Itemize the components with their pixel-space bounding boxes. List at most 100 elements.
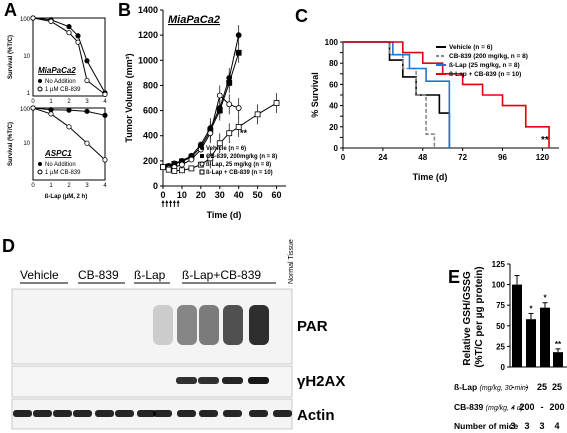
y-axis-title: Tumor Volume (mm³) [124,53,134,142]
data-point [188,156,195,163]
lane-label: CB-839 [78,268,119,282]
significance-annotation: * [529,304,533,313]
actin-band [223,410,242,417]
data-point [235,49,242,56]
table-cell: 3 [510,421,515,431]
data-point [84,140,90,146]
x-axis-title: Time (d) [413,172,448,182]
legend-label: Vehicle (n = 6) [449,44,493,51]
data-point [102,91,108,97]
data-point [75,33,81,39]
data-point [207,130,214,137]
x-tick-label: 20 [196,190,206,200]
treatment-arrow [161,200,165,203]
y-tick-label: 1400 [138,5,158,15]
treatment-arrow [165,200,169,203]
data-point [235,105,242,111]
actin-band [153,410,172,417]
y-tick-label: 1000 [138,55,158,65]
actin-band [53,410,72,417]
cell-line-label: ASPC1 [44,149,72,158]
y-tick-label: 100 [492,281,506,290]
legend-marker-filled [38,79,42,83]
cell-line-label: MiaPaCa2 [38,66,76,75]
y-axis-title: Relative GSH/GSSG (%T/C per µg protein) [462,266,485,367]
data-point [235,32,242,39]
table-cell: 200 [519,402,534,412]
row-label-cb839: CB-839 (mg/kg, 4 d) [454,402,523,412]
y-tick-label: 80 [329,59,338,68]
legend-label: 1 µM CB-839 [45,170,81,176]
row-label-blap: ß-Lap (mg/kg, 30 min) [454,382,528,392]
blot-label-gh2ax: γH2AX [297,373,345,390]
actin-band [73,410,92,417]
significance-annotation: ** [555,340,562,349]
legend: Vehicle (n = 6) CB-839 (200 mg/kg, n = 8… [436,44,528,78]
x-tick-label: 4 [103,183,107,189]
y-axis-title-line1: Relative GSH/GSSG [462,271,473,366]
x-tick-label: 2 [67,99,71,105]
x-tick-label: 0 [31,99,35,105]
x-axis-title: ß-Lap (µM, 2 h) [45,194,87,200]
par-band [177,305,197,345]
data-point [188,165,195,172]
y-tick-label: 75 [496,301,505,310]
row-label-mice: Number of mice [454,421,519,431]
legend-label: ß-Lap, 25 mg/kg (n = 8) [206,162,271,168]
gh2ax-band [248,377,269,384]
lane-label: Normal Tissue [288,239,295,284]
y-tick-label: 100 [20,107,31,113]
x-tick-label: 40 [234,190,244,200]
data-point [66,24,72,30]
panel-letter-a: A [4,0,17,20]
legend-label: ß-Lap (25 mg/kg, n = 8) [449,62,520,69]
actin-band [273,410,292,417]
legend-marker [200,146,204,150]
par-band [249,305,269,345]
treatment-arrow [176,200,180,203]
data-point [84,58,90,64]
table-cell: 3 [524,421,529,431]
y-tick-label: 400 [143,131,158,141]
blot-par [11,288,293,365]
y-tick-label: 10 [23,54,30,60]
x-tick-label: 2 [67,183,71,189]
actin-band [115,410,134,417]
par-band [153,305,173,345]
data-point [48,111,54,117]
x-tick-label: 0 [341,153,346,162]
legend-label: 1 µM CB-839 [45,87,81,93]
panel-a-bottom-chart: 100 10 0 1 2 3 4 Survival (%T/C) ASPC1 N… [8,105,108,200]
y-tick-label: 1200 [138,30,158,40]
table-cell: - [512,402,515,412]
panel-e-chart: Relative GSH/GSSG (%T/C per µg protein) … [454,260,567,431]
legend-label: No Addition [45,79,76,85]
data-point [216,107,223,114]
significance-annotation: * [543,294,547,303]
blot-label-actin: Actin [297,407,335,424]
actin-band [13,410,32,417]
table-cell: - [526,382,529,392]
legend-marker-filled [38,162,42,166]
actin-band [249,410,268,417]
panel-c-chart: % Survival Time (d) ** 0 20 40 60 80 100 0 24 48… [310,38,559,182]
data-point [48,107,54,113]
x-tick-label: 24 [378,153,387,162]
data-point [165,166,172,173]
legend: Vehicle (n = 6) CB-839, 200mg/kg (n = 8)… [199,146,277,176]
blot-label-par: PAR [297,318,328,335]
y-axis-title: % Survival [310,72,320,118]
y-tick-label: 100 [20,17,31,23]
data-point [216,92,223,99]
legend-label: Vehicle (n = 6) [206,146,246,152]
y-tick-label: 0 [334,144,339,153]
data-point [75,39,81,45]
x-tick-label: 3 [85,183,89,189]
treatment-arrow [169,200,173,203]
y-tick-label: 1 [27,91,31,97]
actin-band [137,410,156,417]
x-tick-label: 72 [458,153,467,162]
data-point [30,105,36,111]
data-point [66,124,72,130]
data-point [66,107,72,113]
